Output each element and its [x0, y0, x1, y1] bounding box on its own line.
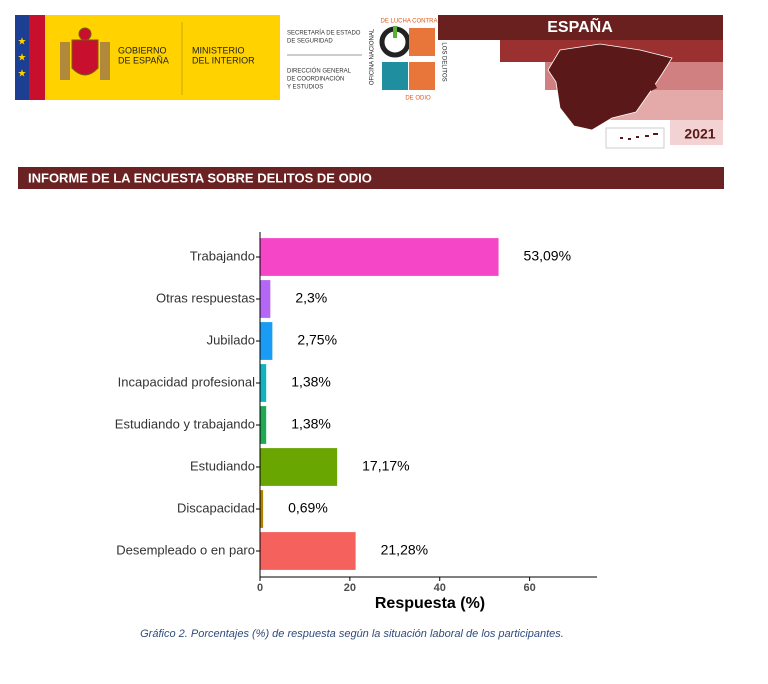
x-tick-label: 0: [257, 582, 263, 594]
star: ★: [18, 69, 27, 80]
bar: [260, 448, 338, 486]
spain-map: [547, 43, 673, 131]
flag-blue: [15, 15, 29, 100]
bar: [260, 364, 267, 402]
year: 2021: [684, 126, 715, 142]
bar: [260, 322, 273, 360]
value-label: 17,17%: [362, 458, 409, 474]
y-tick-label: Estudiando: [190, 458, 255, 473]
value-label: 2,3%: [295, 290, 327, 306]
secretariat: DE SEGURIDAD: [287, 39, 333, 45]
x-axis-title: Respuesta (%): [375, 595, 485, 612]
section-title: INFORME DE LA ENCUESTA SOBRE DELITOS DE …: [28, 170, 372, 185]
y-tick-label: Otras respuestas: [156, 290, 255, 305]
canary-islands: [620, 133, 658, 140]
value-label: 1,38%: [291, 374, 331, 390]
value-label: 53,09%: [524, 248, 571, 264]
bar: [260, 280, 271, 318]
office-text: OFICINA NACIONAL: [370, 28, 376, 85]
y-tick-label: Estudiando y trabajando: [115, 416, 255, 431]
y-tick-label: Incapacidad profesional: [118, 374, 255, 389]
bar: [260, 490, 264, 528]
y-tick-label: Desempleado o en paro: [116, 542, 255, 557]
bar: [260, 406, 267, 444]
directorate: DE COORDINACIÓN: [287, 76, 344, 83]
x-tick-label: 60: [523, 582, 535, 594]
government-name: GOBIERNO: [118, 45, 167, 55]
section-banner: [18, 167, 724, 189]
office-text: DE LUCHA CONTRA: [380, 19, 437, 25]
star: ★: [18, 37, 27, 48]
ministry-name: MINISTERIO: [192, 45, 245, 55]
office-text: LOS DELITOS: [440, 42, 446, 81]
coat-of-arms: [60, 27, 110, 80]
bar: [260, 532, 356, 570]
map-band: [670, 120, 723, 145]
x-tick-label: 20: [344, 582, 356, 594]
x-tick-label: 40: [434, 582, 446, 594]
office-text: DE ODIO: [405, 96, 431, 102]
value-label: 21,28%: [381, 542, 428, 558]
directorate: Y ESTUDIOS: [287, 85, 323, 91]
islands: [648, 84, 657, 91]
directorate: DIRECCIÓN GENERAL: [287, 68, 352, 75]
value-label: 2,75%: [297, 332, 337, 348]
y-tick-label: Jubilado: [207, 332, 255, 347]
caption: Gráfico 2. Porcentajes (%) de respuesta …: [140, 628, 564, 640]
canary-box: [605, 127, 665, 149]
y-tick-label: Discapacidad: [177, 500, 255, 515]
map-band: [438, 15, 723, 40]
chart: 0 20 40 60 Trabajando 53,09% Otras respuestas 2…: [115, 238, 571, 594]
star: ★: [18, 53, 27, 64]
country-title: ESPAÑA: [547, 16, 613, 36]
ondod-logo: OFICINA NACIONAL DE LUCHA CONTRA LOS DEL…: [370, 19, 447, 102]
y-tick-label: Trabajando: [190, 248, 255, 263]
value-label: 1,38%: [291, 416, 331, 432]
government-name: DE ESPAÑA: [118, 55, 169, 65]
secretariat: SECRETARÍA DE ESTADO: [287, 30, 361, 37]
value-label: 0,69%: [288, 500, 328, 516]
bar: [260, 238, 499, 276]
ministry-name: DEL INTERIOR: [192, 55, 255, 65]
